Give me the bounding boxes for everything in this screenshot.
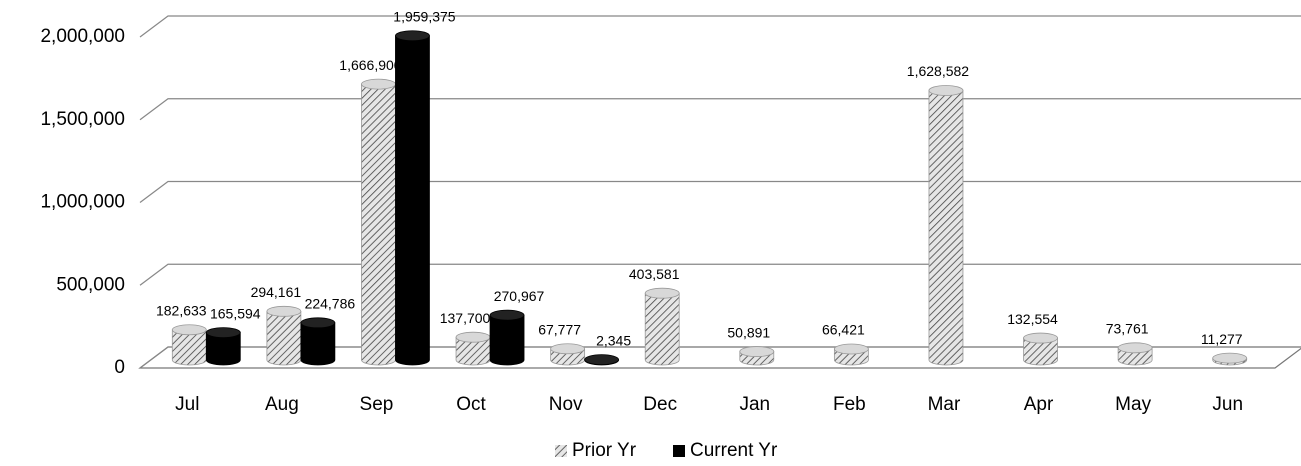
data-label: 73,761	[1106, 320, 1149, 336]
legend-label: Prior Yr	[572, 440, 637, 461]
x-tick-label: Sep	[360, 394, 394, 415]
data-label: 2,345	[596, 332, 631, 348]
data-label: 1,628,582	[907, 63, 969, 79]
bar-top	[266, 305, 302, 317]
bar-top	[455, 331, 491, 343]
x-tick-label: Jan	[739, 394, 770, 415]
x-tick-label: Mar	[928, 394, 961, 415]
y-tick-label: 1,000,000	[40, 192, 125, 213]
x-tick-label: Feb	[833, 394, 866, 415]
bar	[266, 310, 302, 366]
data-label: 1,666,900	[339, 57, 401, 73]
bar-top	[361, 78, 396, 90]
bar-top	[1023, 332, 1058, 344]
y-tick-label: 0	[114, 357, 125, 378]
x-tick-label: Aug	[265, 394, 299, 415]
bar-top	[550, 343, 586, 355]
y-tick-label: 2,000,000	[40, 26, 125, 47]
bar	[300, 322, 336, 366]
data-label: 270,967	[494, 288, 545, 304]
data-label: 1,959,375	[393, 8, 455, 24]
x-tick-label: Nov	[549, 394, 583, 415]
grid-line	[139, 15, 1301, 38]
grid-line	[139, 263, 1301, 286]
x-tick-label: May	[1115, 394, 1151, 415]
bar-top	[300, 317, 336, 329]
bar	[361, 83, 396, 366]
bar-top	[1117, 342, 1153, 354]
data-label: 137,700	[440, 310, 491, 326]
bar-top	[1212, 352, 1248, 364]
data-label: 11,277	[1201, 331, 1243, 347]
grid-line	[139, 180, 1301, 203]
y-tick-label: 1,500,000	[40, 109, 125, 130]
data-label: 182,633	[156, 302, 207, 318]
bar	[395, 35, 430, 366]
bar	[928, 90, 964, 366]
bar-top	[171, 324, 207, 336]
data-label: 165,594	[210, 305, 261, 321]
data-label: 50,891	[727, 324, 770, 340]
bar	[205, 332, 241, 366]
bar-top	[739, 346, 775, 357]
bar	[644, 292, 680, 366]
y-tick-label: 500,000	[56, 274, 125, 295]
grid-line	[139, 346, 1301, 369]
data-label: 294,161	[251, 284, 302, 300]
bar-top	[644, 287, 680, 299]
bar-top	[584, 354, 620, 366]
data-label: 66,421	[822, 322, 865, 338]
data-label: 224,786	[305, 296, 356, 312]
legend-swatch	[673, 445, 685, 457]
bar-top	[833, 343, 869, 355]
bar-top	[395, 30, 430, 42]
legend-label: Current Yr	[690, 440, 778, 461]
bar	[1023, 337, 1058, 366]
bar-top	[205, 327, 241, 338]
grid-line	[139, 98, 1301, 121]
x-tick-label: Jun	[1212, 394, 1243, 415]
data-label: 67,777	[538, 321, 581, 337]
bar	[489, 314, 525, 366]
bar-top	[489, 309, 525, 321]
bar-top	[928, 85, 964, 96]
data-label: 403,581	[629, 266, 680, 282]
x-tick-label: Jul	[175, 394, 199, 415]
x-tick-label: Oct	[456, 394, 486, 415]
legend-swatch	[555, 445, 567, 457]
x-tick-label: Dec	[643, 394, 677, 415]
data-label: 132,554	[1007, 311, 1058, 327]
x-tick-label: Apr	[1024, 394, 1054, 415]
